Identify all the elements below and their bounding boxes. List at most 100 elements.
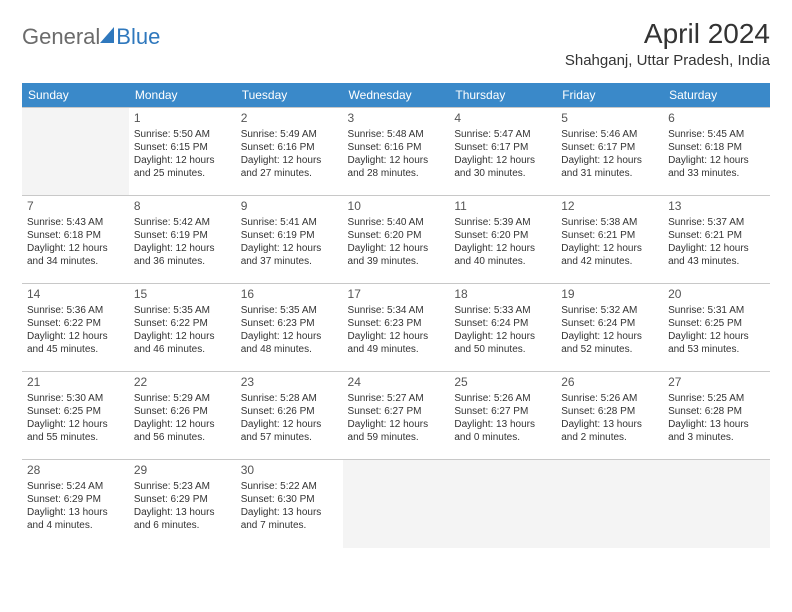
calendar-row: 14Sunrise: 5:36 AMSunset: 6:22 PMDayligh… — [22, 284, 770, 372]
sunset-line: Sunset: 6:30 PM — [241, 493, 338, 506]
sunrise-line: Sunrise: 5:27 AM — [348, 392, 445, 405]
sunset-line: Sunset: 6:23 PM — [348, 317, 445, 330]
daylight-line: Daylight: 12 hours and 42 minutes. — [561, 242, 658, 268]
sunset-line: Sunset: 6:29 PM — [27, 493, 124, 506]
month-title: April 2024 — [565, 18, 770, 50]
day-number: 10 — [348, 199, 445, 215]
calendar-table: SundayMondayTuesdayWednesdayThursdayFrid… — [22, 83, 770, 548]
calendar-cell: 18Sunrise: 5:33 AMSunset: 6:24 PMDayligh… — [449, 284, 556, 372]
calendar-cell: 12Sunrise: 5:38 AMSunset: 6:21 PMDayligh… — [556, 196, 663, 284]
daylight-line: Daylight: 12 hours and 31 minutes. — [561, 154, 658, 180]
day-number: 4 — [454, 111, 551, 127]
sunrise-line: Sunrise: 5:45 AM — [668, 128, 765, 141]
calendar-cell: 29Sunrise: 5:23 AMSunset: 6:29 PMDayligh… — [129, 460, 236, 548]
daylight-line: Daylight: 13 hours and 4 minutes. — [27, 506, 124, 532]
header: General Blue April 2024 Shahganj, Uttar … — [22, 18, 770, 69]
sunset-line: Sunset: 6:27 PM — [348, 405, 445, 418]
sunrise-line: Sunrise: 5:24 AM — [27, 480, 124, 493]
calendar-cell: 5Sunrise: 5:46 AMSunset: 6:17 PMDaylight… — [556, 108, 663, 196]
calendar-cell: 17Sunrise: 5:34 AMSunset: 6:23 PMDayligh… — [343, 284, 450, 372]
sunrise-line: Sunrise: 5:34 AM — [348, 304, 445, 317]
day-number: 14 — [27, 287, 124, 303]
sunrise-line: Sunrise: 5:22 AM — [241, 480, 338, 493]
logo-text-blue: Blue — [116, 24, 160, 50]
day-number: 3 — [348, 111, 445, 127]
calendar-cell: 7Sunrise: 5:43 AMSunset: 6:18 PMDaylight… — [22, 196, 129, 284]
weekday-header: Thursday — [449, 83, 556, 108]
calendar-cell: 6Sunrise: 5:45 AMSunset: 6:18 PMDaylight… — [663, 108, 770, 196]
calendar-cell: 11Sunrise: 5:39 AMSunset: 6:20 PMDayligh… — [449, 196, 556, 284]
sunset-line: Sunset: 6:20 PM — [454, 229, 551, 242]
sunset-line: Sunset: 6:20 PM — [348, 229, 445, 242]
weekday-header: Tuesday — [236, 83, 343, 108]
daylight-line: Daylight: 12 hours and 40 minutes. — [454, 242, 551, 268]
sunrise-line: Sunrise: 5:49 AM — [241, 128, 338, 141]
day-number: 26 — [561, 375, 658, 391]
calendar-cell: 19Sunrise: 5:32 AMSunset: 6:24 PMDayligh… — [556, 284, 663, 372]
daylight-line: Daylight: 12 hours and 59 minutes. — [348, 418, 445, 444]
calendar-cell — [556, 460, 663, 548]
calendar-cell — [22, 108, 129, 196]
calendar-cell: 25Sunrise: 5:26 AMSunset: 6:27 PMDayligh… — [449, 372, 556, 460]
sunrise-line: Sunrise: 5:41 AM — [241, 216, 338, 229]
day-number: 13 — [668, 199, 765, 215]
sunrise-line: Sunrise: 5:32 AM — [561, 304, 658, 317]
calendar-cell: 23Sunrise: 5:28 AMSunset: 6:26 PMDayligh… — [236, 372, 343, 460]
calendar-cell: 21Sunrise: 5:30 AMSunset: 6:25 PMDayligh… — [22, 372, 129, 460]
calendar-cell — [663, 460, 770, 548]
daylight-line: Daylight: 13 hours and 7 minutes. — [241, 506, 338, 532]
calendar-cell: 24Sunrise: 5:27 AMSunset: 6:27 PMDayligh… — [343, 372, 450, 460]
calendar-cell: 22Sunrise: 5:29 AMSunset: 6:26 PMDayligh… — [129, 372, 236, 460]
daylight-line: Daylight: 12 hours and 50 minutes. — [454, 330, 551, 356]
sunset-line: Sunset: 6:24 PM — [561, 317, 658, 330]
calendar-cell: 15Sunrise: 5:35 AMSunset: 6:22 PMDayligh… — [129, 284, 236, 372]
calendar-cell — [449, 460, 556, 548]
sunset-line: Sunset: 6:18 PM — [27, 229, 124, 242]
day-number: 11 — [454, 199, 551, 215]
daylight-line: Daylight: 12 hours and 34 minutes. — [27, 242, 124, 268]
sunrise-line: Sunrise: 5:36 AM — [27, 304, 124, 317]
sunset-line: Sunset: 6:28 PM — [668, 405, 765, 418]
sunset-line: Sunset: 6:28 PM — [561, 405, 658, 418]
day-number: 16 — [241, 287, 338, 303]
calendar-cell: 20Sunrise: 5:31 AMSunset: 6:25 PMDayligh… — [663, 284, 770, 372]
sunrise-line: Sunrise: 5:23 AM — [134, 480, 231, 493]
calendar-cell: 2Sunrise: 5:49 AMSunset: 6:16 PMDaylight… — [236, 108, 343, 196]
day-number: 2 — [241, 111, 338, 127]
day-number: 27 — [668, 375, 765, 391]
daylight-line: Daylight: 12 hours and 25 minutes. — [134, 154, 231, 180]
sunrise-line: Sunrise: 5:42 AM — [134, 216, 231, 229]
sunset-line: Sunset: 6:21 PM — [668, 229, 765, 242]
sunrise-line: Sunrise: 5:30 AM — [27, 392, 124, 405]
sunrise-line: Sunrise: 5:48 AM — [348, 128, 445, 141]
sunrise-line: Sunrise: 5:47 AM — [454, 128, 551, 141]
sunrise-line: Sunrise: 5:38 AM — [561, 216, 658, 229]
weekday-header: Friday — [556, 83, 663, 108]
sunset-line: Sunset: 6:25 PM — [27, 405, 124, 418]
day-number: 22 — [134, 375, 231, 391]
day-number: 12 — [561, 199, 658, 215]
calendar-cell: 27Sunrise: 5:25 AMSunset: 6:28 PMDayligh… — [663, 372, 770, 460]
day-number: 19 — [561, 287, 658, 303]
calendar-cell: 8Sunrise: 5:42 AMSunset: 6:19 PMDaylight… — [129, 196, 236, 284]
sunset-line: Sunset: 6:26 PM — [134, 405, 231, 418]
sail-icon — [100, 27, 114, 43]
sunset-line: Sunset: 6:16 PM — [241, 141, 338, 154]
sunset-line: Sunset: 6:26 PM — [241, 405, 338, 418]
daylight-line: Daylight: 12 hours and 53 minutes. — [668, 330, 765, 356]
calendar-cell: 13Sunrise: 5:37 AMSunset: 6:21 PMDayligh… — [663, 196, 770, 284]
day-number: 18 — [454, 287, 551, 303]
daylight-line: Daylight: 13 hours and 3 minutes. — [668, 418, 765, 444]
sunset-line: Sunset: 6:15 PM — [134, 141, 231, 154]
day-number: 21 — [27, 375, 124, 391]
day-number: 25 — [454, 375, 551, 391]
sunset-line: Sunset: 6:17 PM — [454, 141, 551, 154]
calendar-row: 21Sunrise: 5:30 AMSunset: 6:25 PMDayligh… — [22, 372, 770, 460]
daylight-line: Daylight: 12 hours and 55 minutes. — [27, 418, 124, 444]
calendar-cell: 26Sunrise: 5:26 AMSunset: 6:28 PMDayligh… — [556, 372, 663, 460]
calendar-cell: 4Sunrise: 5:47 AMSunset: 6:17 PMDaylight… — [449, 108, 556, 196]
calendar-cell: 3Sunrise: 5:48 AMSunset: 6:16 PMDaylight… — [343, 108, 450, 196]
sunset-line: Sunset: 6:29 PM — [134, 493, 231, 506]
sunset-line: Sunset: 6:24 PM — [454, 317, 551, 330]
day-number: 5 — [561, 111, 658, 127]
